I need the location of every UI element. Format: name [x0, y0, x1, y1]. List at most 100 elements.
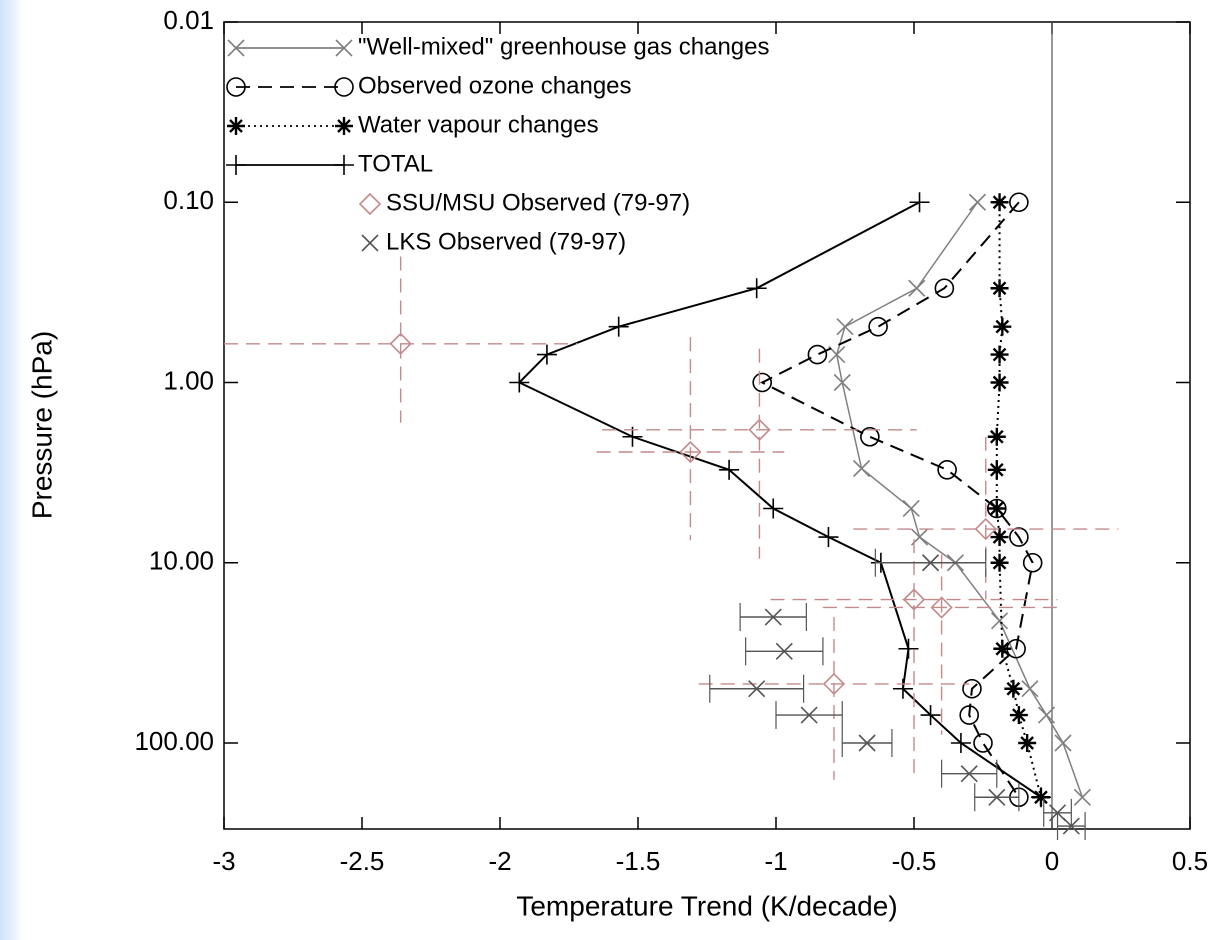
legend-label: Observed ozone changes [358, 72, 632, 99]
x-tick-label: 0.5 [1172, 846, 1208, 876]
marker [990, 345, 1009, 364]
marker [892, 678, 913, 699]
marker [920, 705, 941, 726]
marker [950, 732, 971, 753]
marker [959, 705, 980, 725]
marker-stroke [229, 119, 243, 133]
marker-circle [1009, 527, 1029, 547]
marker-stroke [921, 554, 940, 572]
marker-stroke [1006, 681, 1021, 696]
marker [822, 672, 846, 696]
marker [987, 427, 1006, 446]
x-tick-label: -2 [488, 846, 511, 876]
marker [990, 193, 1009, 212]
marker [902, 588, 926, 611]
marker-stroke [960, 765, 978, 783]
marker-stroke [908, 279, 926, 297]
marker [1018, 733, 1037, 752]
x-tick-label: 0 [1045, 846, 1059, 876]
marker-stroke [1048, 804, 1067, 822]
marker [807, 344, 828, 365]
marker [509, 372, 530, 393]
marker-stroke [227, 39, 245, 57]
marker-stroke [995, 319, 1010, 334]
marker [860, 426, 880, 447]
marker-stroke [968, 193, 987, 211]
marker [987, 499, 1006, 518]
marker [748, 418, 771, 441]
marker-diamond [822, 672, 846, 696]
marker [902, 499, 920, 518]
marker [1073, 788, 1091, 806]
marker-stroke [1073, 788, 1091, 806]
marker [227, 117, 245, 135]
marker [818, 527, 839, 548]
marker [990, 612, 1009, 630]
marker [990, 279, 1009, 298]
marker [335, 39, 353, 57]
marker-stroke [833, 373, 851, 392]
marker-circle [962, 678, 982, 699]
y-tick-label: 10.00 [149, 546, 214, 576]
marker [836, 318, 854, 336]
marker [1037, 706, 1056, 724]
marker [1062, 817, 1080, 835]
marker [763, 498, 784, 519]
marker-circle [752, 372, 773, 393]
marker-diamond [902, 588, 926, 611]
marker [937, 459, 957, 480]
marker-circle [934, 278, 955, 299]
marker-stroke [992, 281, 1007, 296]
marker-stroke [1012, 708, 1026, 722]
marker [389, 332, 412, 355]
marker-circle [973, 733, 993, 753]
marker [993, 317, 1012, 336]
marker-stroke [992, 530, 1007, 544]
legend-label: LKS Observed (79-97) [386, 228, 626, 255]
marker [909, 192, 930, 213]
marker [1009, 706, 1028, 725]
marker-stroke [337, 119, 351, 133]
marker-stroke [361, 234, 379, 252]
marker [1021, 680, 1039, 698]
marker [226, 155, 246, 175]
marker-stroke [800, 706, 818, 724]
series-line [835, 201, 1084, 798]
marker [1030, 787, 1051, 808]
marker [868, 316, 888, 337]
marker [988, 788, 1006, 806]
marker [987, 460, 1006, 479]
marker-circle [1022, 552, 1043, 573]
marker [833, 373, 851, 392]
marker-circle [1009, 192, 1029, 213]
marker [930, 596, 953, 619]
marker-stroke [902, 499, 920, 518]
marker [679, 440, 702, 464]
marker [1048, 804, 1067, 822]
marker-circle [226, 77, 246, 97]
marker [993, 639, 1012, 658]
marker [536, 344, 557, 365]
marker [962, 678, 982, 699]
marker-stroke [858, 734, 876, 752]
marker [746, 278, 767, 299]
marker-stroke [1021, 680, 1039, 698]
marker-stroke [335, 39, 353, 57]
marker-stroke [992, 375, 1007, 390]
marker [968, 193, 987, 211]
marker [608, 316, 629, 337]
marker [719, 459, 740, 480]
marker-diamond [930, 596, 953, 619]
marker-circle [868, 316, 888, 337]
y-tick-label: 100.00 [134, 726, 214, 756]
y-tick-label: 0.10 [163, 185, 214, 215]
marker [358, 192, 382, 216]
marker [898, 638, 919, 659]
marker [775, 642, 793, 660]
y-tick-label: 1.00 [163, 365, 214, 395]
marker [1054, 734, 1072, 752]
marker-stroke [992, 555, 1007, 570]
x-tick-label: -3 [212, 846, 235, 876]
marker [1004, 679, 1023, 698]
